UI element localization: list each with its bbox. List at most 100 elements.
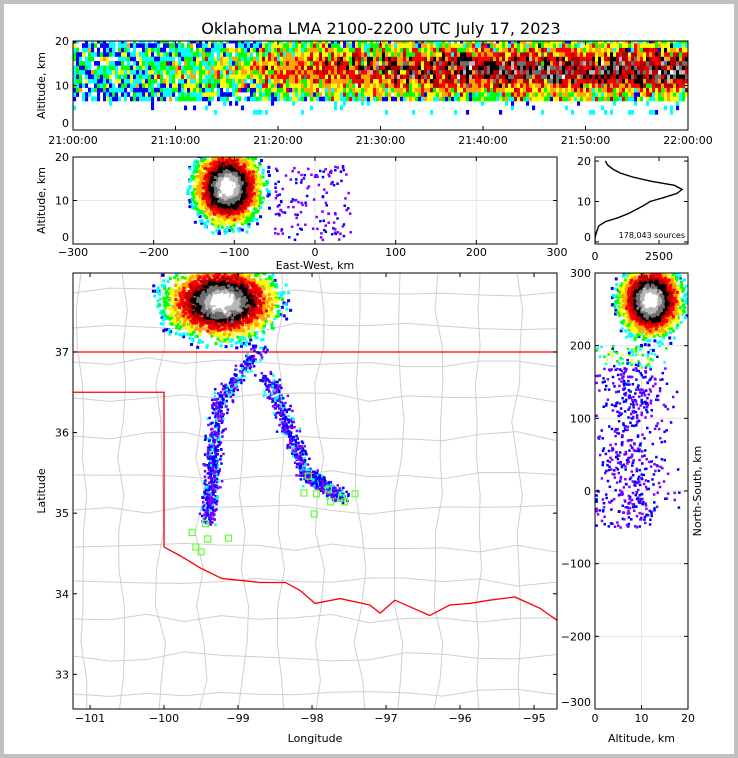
time-density-cell bbox=[106, 56, 110, 62]
time-density-cell bbox=[214, 43, 218, 48]
time-density-cell bbox=[346, 52, 350, 57]
time-density-cell bbox=[349, 47, 353, 53]
time-density-cell bbox=[79, 78, 83, 84]
time-density-cell bbox=[616, 41, 620, 44]
time-density-cell bbox=[448, 96, 452, 102]
time-density-cell bbox=[454, 78, 458, 84]
time-density-cell bbox=[292, 61, 296, 66]
time-density-cell bbox=[427, 83, 431, 88]
time-density-cell bbox=[550, 74, 554, 80]
time-density-cell bbox=[325, 96, 329, 102]
density-cell bbox=[216, 214, 220, 218]
density-cell bbox=[228, 206, 232, 210]
time-density-cell bbox=[520, 74, 524, 80]
time-density-cell bbox=[313, 87, 317, 93]
time-density-cell bbox=[280, 43, 284, 48]
time-density-cell bbox=[76, 69, 80, 75]
time-density-cell bbox=[151, 52, 155, 57]
time-density-cell bbox=[172, 92, 176, 97]
time-density-cell bbox=[250, 92, 254, 97]
time-density-cell bbox=[517, 43, 521, 48]
time-density-cell bbox=[148, 74, 152, 80]
time-density-cell bbox=[415, 69, 419, 75]
time-density-cell bbox=[454, 65, 458, 71]
time-density-cell bbox=[634, 74, 638, 80]
time-density-cell bbox=[418, 92, 422, 97]
time-density-cell bbox=[589, 92, 593, 97]
time-density-cell bbox=[649, 52, 653, 57]
time-density-cell bbox=[505, 83, 509, 88]
time-density-cell bbox=[445, 83, 449, 88]
time-density-cell bbox=[295, 41, 299, 44]
time-density-cell bbox=[133, 61, 137, 66]
time-density-cell bbox=[295, 87, 299, 93]
time-density-cell bbox=[511, 78, 515, 84]
source-point bbox=[334, 232, 338, 236]
time-density-cell bbox=[592, 65, 596, 71]
time-density-cell bbox=[442, 92, 446, 97]
density-cell bbox=[244, 180, 248, 184]
time-density-cell bbox=[106, 83, 110, 88]
time-density-cell bbox=[508, 83, 512, 88]
density-cell bbox=[193, 206, 197, 210]
time-density-cell bbox=[283, 61, 287, 66]
time-density-cell bbox=[589, 65, 593, 71]
source-point bbox=[342, 234, 346, 238]
time-density-cell bbox=[265, 61, 269, 66]
density-cell bbox=[247, 157, 251, 161]
density-cell bbox=[191, 191, 195, 195]
time-density-cell bbox=[388, 47, 392, 53]
density-cell bbox=[257, 187, 261, 191]
time-density-cell bbox=[664, 69, 668, 75]
time-density-cell bbox=[658, 69, 662, 75]
time-density-cell bbox=[628, 96, 632, 102]
time-density-cell bbox=[196, 83, 200, 88]
time-density-cell bbox=[382, 83, 386, 88]
time-density-cell bbox=[529, 69, 533, 75]
density-cell bbox=[206, 203, 210, 207]
time-density-cell bbox=[526, 61, 530, 66]
time-density-cell bbox=[154, 87, 158, 93]
time-density-cell bbox=[607, 65, 611, 71]
density-cell bbox=[244, 205, 248, 209]
time-density-cell bbox=[121, 92, 125, 97]
time-density-cell bbox=[253, 43, 257, 48]
density-cell bbox=[222, 222, 226, 226]
time-density-cell bbox=[223, 43, 227, 48]
time-density-cell bbox=[256, 109, 260, 115]
time-density-cell bbox=[472, 56, 476, 62]
time-density-cell bbox=[235, 69, 239, 75]
time-density-cell bbox=[532, 78, 536, 84]
time-density-cell bbox=[265, 74, 269, 80]
time-density-cell bbox=[397, 43, 401, 48]
time-density-cell bbox=[580, 61, 584, 66]
time-density-cell bbox=[340, 69, 344, 75]
time-density-cell bbox=[388, 69, 392, 75]
time-density-cell bbox=[475, 41, 479, 44]
time-density-cell bbox=[145, 92, 149, 97]
time-density-cell bbox=[598, 92, 602, 97]
time-density-cell bbox=[454, 74, 458, 80]
time-density-cell bbox=[535, 74, 539, 80]
time-density-cell bbox=[187, 43, 191, 48]
time-density-cell bbox=[520, 69, 524, 75]
density-cell bbox=[209, 162, 213, 166]
time-density-cell bbox=[235, 83, 239, 88]
time-density-cell bbox=[427, 78, 431, 84]
time-density-cell bbox=[430, 41, 434, 44]
time-density-cell bbox=[106, 69, 110, 75]
source-point bbox=[328, 174, 331, 178]
time-density-cell bbox=[541, 78, 545, 84]
time-density-cell bbox=[385, 47, 389, 53]
time-density-cell bbox=[346, 83, 350, 88]
time-density-cell bbox=[364, 69, 368, 75]
time-density-cell bbox=[286, 47, 290, 53]
time-density-cell bbox=[523, 78, 527, 84]
time-density-cell bbox=[523, 87, 527, 93]
time-density-cell bbox=[82, 92, 86, 97]
density-cell bbox=[240, 157, 244, 159]
time-density-cell bbox=[184, 61, 188, 66]
time-density-cell bbox=[205, 92, 209, 97]
time-density-cell bbox=[685, 69, 688, 75]
density-cell bbox=[245, 161, 249, 165]
